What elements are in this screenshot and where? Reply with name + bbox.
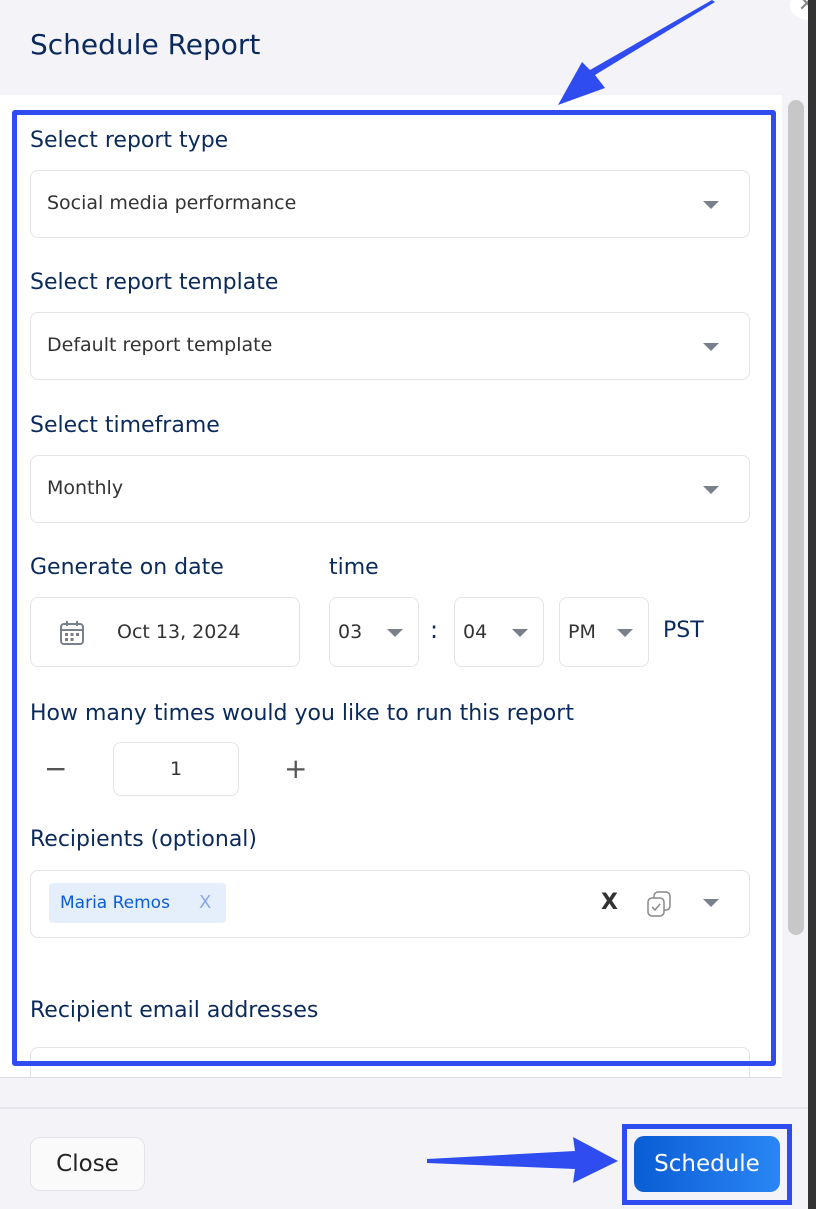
scrollbar[interactable] [788, 100, 804, 935]
time-separator: : [430, 616, 439, 644]
chevron-down-icon [512, 629, 528, 637]
runs-value: 1 [169, 758, 183, 780]
increment-button[interactable]: + [284, 752, 308, 785]
report-type-label: Select report type [30, 128, 229, 153]
time-label: time [329, 555, 379, 580]
timezone: PST [663, 618, 704, 643]
ampm-value: PM [568, 621, 596, 643]
emails-label: Recipient email addresses [30, 998, 319, 1023]
decrement-button[interactable]: − [44, 752, 68, 785]
timeframe-select[interactable]: Monthly [30, 455, 750, 523]
chevron-down-icon [703, 343, 719, 351]
dialog-header [0, 0, 808, 95]
clear-all-icon[interactable]: X [601, 890, 618, 915]
hour-select[interactable]: 03 [329, 597, 419, 667]
date-label: Generate on date [30, 555, 224, 580]
chip-label: Maria Remos [60, 893, 170, 913]
recipient-chip: Maria Remos X [49, 883, 226, 923]
chevron-down-icon [703, 899, 719, 907]
annotation-arrow [558, 0, 715, 105]
report-template-value: Default report template [47, 334, 273, 356]
highlight-box [12, 110, 776, 1066]
highlight-box [622, 1124, 792, 1205]
recipients-label: Recipients (optional) [30, 827, 258, 852]
date-picker[interactable]: Oct 13, 2024 [30, 597, 300, 667]
report-type-value: Social media performance [47, 192, 297, 214]
report-template-select[interactable]: Default report template [30, 312, 750, 380]
chevron-down-icon [617, 629, 633, 637]
chip-remove-icon[interactable]: X [199, 892, 212, 913]
close-button[interactable]: Close [30, 1137, 145, 1191]
runs-input[interactable]: 1 [113, 742, 239, 796]
select-all-icon[interactable] [645, 890, 673, 918]
calendar-icon [60, 621, 84, 645]
chevron-down-icon [703, 201, 719, 209]
timeframe-label: Select timeframe [30, 413, 220, 438]
minute-select[interactable]: 04 [454, 597, 544, 667]
chevron-down-icon [703, 486, 719, 494]
timeframe-value: Monthly [47, 477, 124, 499]
chevron-down-icon [387, 629, 403, 637]
date-value: Oct 13, 2024 [117, 621, 241, 643]
report-type-select[interactable]: Social media performance [30, 170, 750, 238]
dialog-title: Schedule Report [30, 28, 261, 61]
schedule-button[interactable]: Schedule [634, 1136, 780, 1192]
report-template-label: Select report template [30, 270, 279, 295]
background-edge [808, 0, 816, 1209]
hour-value: 03 [338, 621, 363, 643]
annotation-arrow [427, 1137, 618, 1183]
ampm-select[interactable]: PM [559, 597, 649, 667]
runs-label: How many times would you like to run thi… [30, 701, 574, 726]
minute-value: 04 [463, 621, 488, 643]
